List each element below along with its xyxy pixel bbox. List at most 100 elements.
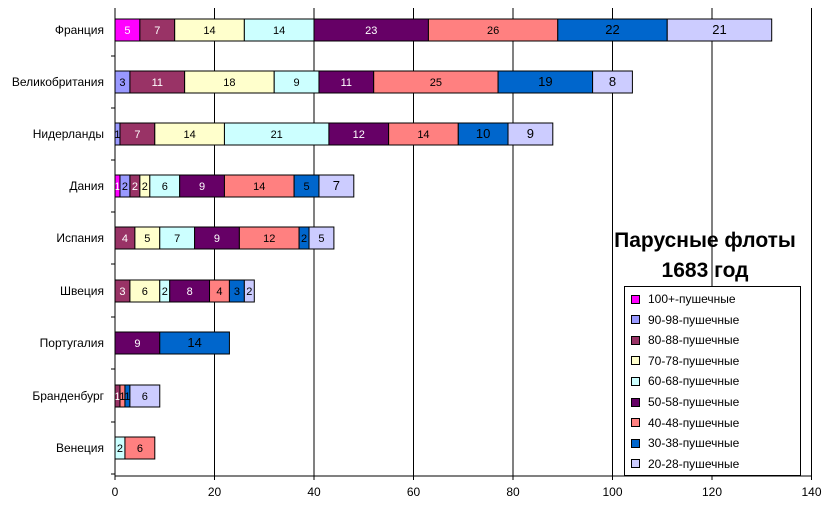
legend-swatch (631, 459, 640, 469)
data-label: 1 (114, 391, 120, 403)
data-label: 9 (527, 126, 534, 141)
data-label: 14 (273, 25, 285, 37)
x-tick-label: 140 (801, 485, 821, 499)
legend-item: 20-28-пушечные (631, 456, 739, 472)
data-label: 6 (137, 443, 143, 455)
data-label: 9 (199, 181, 205, 193)
data-label: 1 (119, 391, 125, 403)
data-label: 14 (187, 335, 201, 350)
data-label: 14 (203, 25, 215, 37)
data-label: 5 (144, 233, 150, 245)
x-tick-label: 100 (602, 485, 622, 499)
bar-segment (507, 122, 554, 146)
data-label: 12 (353, 129, 365, 141)
legend-swatch (631, 418, 640, 428)
bar-segment (159, 331, 230, 355)
legend-label: 80-88-пушечные (648, 333, 740, 348)
legend-item: 30-38-пушечные (631, 435, 739, 451)
data-label: 6 (142, 286, 148, 298)
data-label: 6 (142, 391, 148, 403)
data-label: 2 (301, 233, 307, 245)
legend-label: 50-58-пушечные (648, 395, 740, 409)
bar-segment (666, 18, 773, 42)
bar-segment (318, 174, 355, 198)
data-label: 7 (333, 178, 340, 193)
data-label: 23 (365, 25, 377, 37)
legend-item: 70-78-пушечные (631, 353, 739, 369)
data-label: 14 (417, 129, 429, 141)
category-label: Португалия (40, 336, 104, 350)
bar-segment (243, 279, 255, 303)
data-label: 5 (318, 233, 324, 245)
axes (111, 8, 812, 480)
category-label: Бранденбург (32, 389, 104, 403)
data-label: 10 (476, 126, 490, 141)
data-label: 3 (234, 286, 240, 298)
category-label: Венеция (56, 441, 104, 455)
data-label: 8 (609, 74, 616, 89)
data-label: 22 (605, 22, 619, 37)
bar-segment (129, 384, 161, 408)
data-label: 3 (119, 77, 125, 89)
data-label: 9 (294, 77, 300, 89)
chart-title: Парусные флоты 1683 год (585, 226, 825, 286)
legend-label: 90-98-пушечные (648, 312, 740, 327)
data-label: 2 (132, 181, 138, 193)
data-label: 2 (142, 181, 148, 193)
x-tick-label: 80 (506, 485, 520, 499)
data-label: 6 (162, 181, 168, 193)
bar-segment (124, 436, 156, 460)
legend: 100+-пушечные 90-98-пушечные 80-88-пушечны… (624, 286, 801, 476)
data-label: 4 (122, 233, 128, 245)
data-label: 2 (122, 181, 128, 193)
category-label: Дания (69, 179, 104, 193)
legend-item: 80-88-пушечные (631, 332, 739, 348)
data-label: 8 (187, 286, 193, 298)
data-label: 18 (223, 77, 235, 89)
data-label: 9 (214, 233, 220, 245)
legend-label: 40-48-пушечные (648, 415, 740, 430)
bar-segment (308, 226, 335, 250)
data-label: 11 (152, 77, 163, 89)
legend-swatch (631, 376, 640, 386)
legend-swatch (631, 356, 640, 366)
legend-label: 30-38-пушечные (648, 436, 740, 451)
category-label: Нидерланды (33, 127, 104, 141)
data-label: 11 (341, 77, 352, 89)
data-label: 4 (216, 286, 222, 298)
legend-swatch (631, 294, 640, 304)
legend-swatch (631, 397, 640, 407)
legend-label: 100+-пушечные (648, 292, 736, 306)
x-tick-label: 0 (112, 485, 119, 499)
x-tick-label: 40 (307, 485, 321, 499)
data-label: 12 (263, 233, 275, 245)
category-label: Испания (56, 231, 104, 245)
category-labels: Франция Великобритания Нидерланды Дания Испа… (12, 23, 105, 455)
data-label: 21 (712, 22, 726, 37)
data-label: 1 (124, 391, 130, 403)
data-label: 2 (117, 443, 123, 455)
x-tick-labels: 0 20 40 60 80 100 120 140 (112, 485, 822, 499)
data-label: 19 (538, 74, 552, 89)
data-label: 14 (253, 181, 265, 193)
data-label: 2 (246, 286, 252, 298)
data-label: 9 (134, 338, 140, 350)
chart-title-line-2: 1683 год (661, 259, 749, 282)
legend-item: 100+-пушечные (631, 291, 736, 307)
category-label: Франция (55, 23, 104, 37)
category-label: Швеция (60, 284, 104, 298)
data-label: 26 (487, 25, 499, 37)
legend-item: 90-98-пушечные (631, 312, 739, 328)
legend-swatch (631, 315, 640, 325)
legend-swatch (631, 438, 640, 448)
data-label: 5 (124, 25, 130, 37)
data-label: 5 (303, 181, 309, 193)
category-label: Великобритания (12, 75, 104, 89)
legend-label: 60-68-пушечные (648, 374, 740, 389)
bar-segment (592, 70, 633, 94)
data-label: 21 (271, 129, 283, 141)
data-label: 1 (114, 129, 120, 141)
data-label: 14 (184, 129, 196, 141)
x-tick-label: 20 (208, 485, 222, 499)
